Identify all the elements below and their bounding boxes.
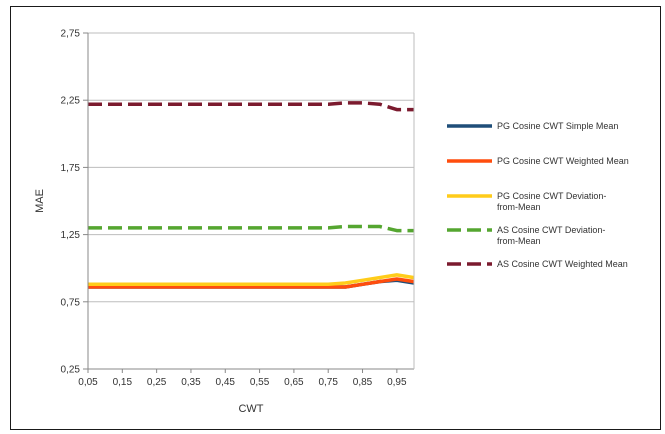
x-axis-title: CWT [238,403,263,415]
y-tick-label: 1,75 [61,163,81,174]
legend-item-1: PG Cosine CWT Simple Mean [447,121,618,131]
x-tick-label: 0,45 [216,377,236,388]
y-tick-label: 2,25 [61,96,81,107]
legend-label: AS Cosine CWT Weighted Mean [497,259,628,269]
legend-item-4: AS Cosine CWT Deviation-from-Mean [447,225,605,246]
legend-label: AS Cosine CWT Deviation-from-Mean [497,225,605,246]
series-line-4 [88,224,414,233]
line-chart: 0,25 0,75 1,25 1,75 2,25 2,75 0,05 0,15 0,25 0,35… [34,29,629,416]
series-line-2 [88,277,415,289]
legend-label: PG Cosine CWT Simple Mean [497,121,618,131]
axes: 0,25 0,75 1,25 1,75 2,25 2,75 0,05 0,15 0,25 0,35… [34,29,415,415]
y-tick-label: 2,75 [61,29,81,40]
x-tick-label: 0,05 [78,377,98,388]
y-tick-label: 0,75 [61,297,81,308]
series-line-5 [88,101,414,112]
legend-item-3: PG Cosine CWT Deviation-from-Mean [447,191,606,212]
x-tick-label: 0,95 [387,377,407,388]
y-axis-title: MAE [34,189,46,213]
grid-lines [88,32,414,370]
legend-label: PG Cosine CWT Weighted Mean [497,156,629,166]
series-line-3 [88,273,415,287]
x-tick-label: 0,65 [284,377,304,388]
legend-item-2: PG Cosine CWT Weighted Mean [447,156,629,166]
x-tick-label: 0,75 [318,377,338,388]
chart-frame: 0,25 0,75 1,25 1,75 2,25 2,75 0,05 0,15 0,25 0,35… [10,6,661,430]
x-tick-label: 0,85 [353,377,373,388]
x-tick-label: 0,55 [250,377,270,388]
y-tick-label: 1,25 [61,230,81,241]
x-tick-label: 0,25 [147,377,167,388]
y-tick-label: 0,25 [61,365,81,376]
x-tick-label: 0,15 [113,377,133,388]
legend-label: PG Cosine CWT Deviation-from-Mean [497,191,606,212]
legend-item-5: AS Cosine CWT Weighted Mean [447,259,628,269]
legend: PG Cosine CWT Simple Mean PG Cosine CWT W… [447,121,629,269]
series-lines [88,101,415,289]
x-tick-label: 0,35 [181,377,201,388]
